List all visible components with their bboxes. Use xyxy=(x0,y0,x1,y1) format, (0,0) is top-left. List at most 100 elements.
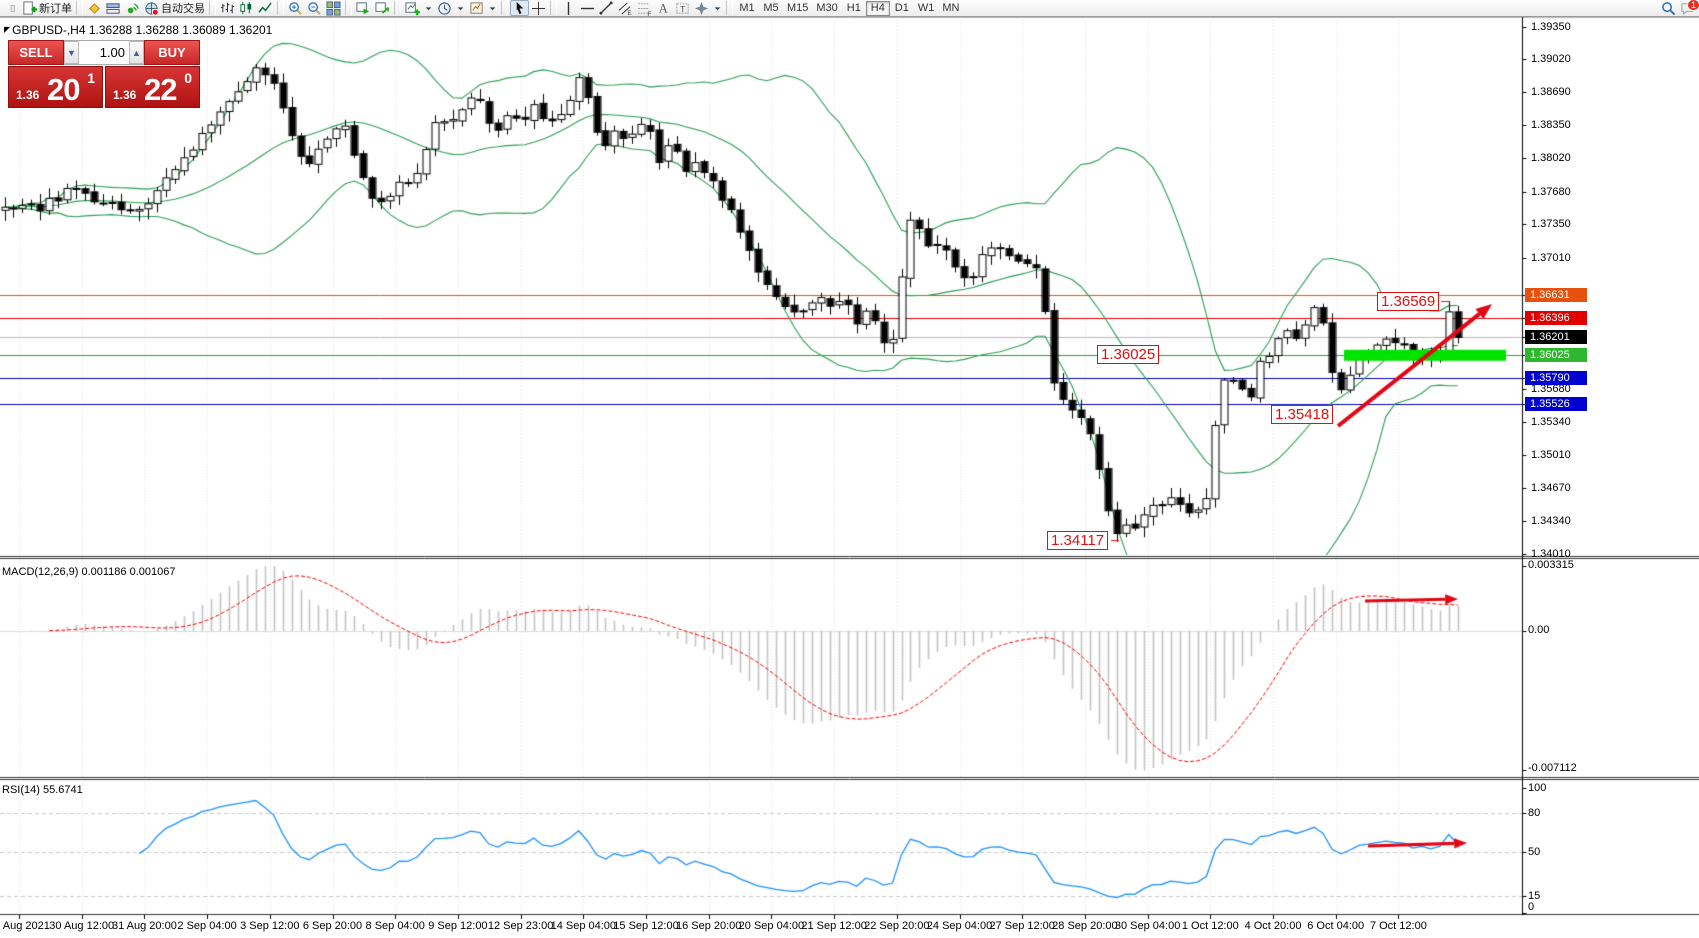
toolbar-right-group: 1 xyxy=(1659,0,1699,16)
zoom-in-icon xyxy=(288,1,303,16)
rsi-level-label: 100 xyxy=(1528,782,1547,794)
time-axis-label: 24 Sep 04:00 xyxy=(926,920,993,932)
buy-price-tile[interactable]: 1.36 22 0 xyxy=(105,66,200,108)
volume-decrease-button[interactable]: ▼ xyxy=(64,41,79,64)
price-badge-1.35526: 1.35526 xyxy=(1525,396,1587,411)
crosshair-icon xyxy=(531,1,546,16)
data-window-button[interactable] xyxy=(104,0,123,16)
search-button[interactable] xyxy=(1659,0,1678,16)
volume-increase-button[interactable]: ▲ xyxy=(129,41,144,64)
text-label-button[interactable]: T xyxy=(673,0,692,16)
tile-windows-button[interactable] xyxy=(324,0,343,16)
time-axis-label: 30 Sep 04:00 xyxy=(1114,920,1181,932)
periods-dropdown[interactable] xyxy=(454,0,467,16)
templates-button[interactable] xyxy=(467,0,486,16)
timeframe-m5-button[interactable]: M5 xyxy=(763,2,779,14)
time-axis-label: 27 Sep 12:00 xyxy=(989,920,1055,932)
toolbar-separator xyxy=(345,1,352,15)
equidistant-channel-button[interactable]: E xyxy=(616,0,635,16)
crosshair-button[interactable] xyxy=(529,0,548,16)
autotrading-button[interactable]: 自动交易 xyxy=(142,0,207,16)
price-tick-label: 1.38690 xyxy=(1531,85,1571,98)
line-chart-icon xyxy=(258,1,273,16)
tile-windows-icon xyxy=(326,0,341,16)
price-tick-label: 1.37680 xyxy=(1531,185,1571,198)
buy-price-main: 22 xyxy=(144,72,177,107)
notification-badge: 1 xyxy=(1686,0,1699,11)
clipped-chart-icon xyxy=(2,0,20,16)
macd-min-label: -0.007112 xyxy=(1528,762,1577,774)
price-tick-label: 1.37350 xyxy=(1531,218,1571,231)
timeframe-d1-button[interactable]: D1 xyxy=(894,2,909,14)
periods-icon xyxy=(456,1,465,16)
buy-button[interactable]: BUY xyxy=(144,40,200,65)
templates-icon xyxy=(469,1,484,16)
rsi-level-label: 80 xyxy=(1528,807,1541,820)
chart-title-text: GBPUSD-,H4 1.36288 1.36288 1.36089 1.362… xyxy=(12,23,273,37)
bar-chart-button[interactable] xyxy=(218,0,237,16)
cursor-button[interactable] xyxy=(510,0,529,16)
text-button[interactable]: A xyxy=(654,0,673,16)
price-tick-label: 1.39350 xyxy=(1531,20,1571,33)
horizontal-line-icon xyxy=(580,1,595,16)
indicators-button[interactable] xyxy=(403,0,422,16)
templates-dropdown[interactable] xyxy=(486,0,499,16)
periods-button[interactable] xyxy=(435,0,454,16)
time-axis-label: 4 Oct 20:00 xyxy=(1244,920,1302,932)
timeframe-m15-button[interactable]: M15 xyxy=(787,2,809,14)
price-tick-label: 1.35010 xyxy=(1531,448,1571,461)
price-badge-1.36631: 1.36631 xyxy=(1525,288,1587,302)
timeframe-h1-button[interactable]: H1 xyxy=(846,2,861,14)
timeframe-mn-button[interactable]: MN xyxy=(942,2,960,14)
indicators-icon xyxy=(424,1,433,16)
chart-shift-icon xyxy=(375,1,390,16)
timeframe-w1-button[interactable]: W1 xyxy=(917,2,935,14)
annotation-low-price[interactable]: 1.34117 xyxy=(1047,531,1109,550)
price-badge-1.36396: 1.36396 xyxy=(1525,311,1587,326)
price-tick-label: 1.39020 xyxy=(1531,53,1571,66)
candlestick-chart-icon xyxy=(239,1,254,16)
sell-price-tile[interactable]: 1.36 20 1 xyxy=(8,66,103,108)
fibonacci-button[interactable]: F xyxy=(635,0,654,16)
market-watch-button[interactable] xyxy=(85,0,104,16)
arrows-icon xyxy=(713,1,722,16)
arrows-button[interactable] xyxy=(692,0,711,16)
annotation-resistance-price[interactable]: 1.36569 xyxy=(1377,292,1440,311)
toolbar-separator xyxy=(76,1,83,15)
zoom-in-button[interactable] xyxy=(286,0,305,16)
auto-arrange-button[interactable] xyxy=(354,0,373,16)
svg-text:A: A xyxy=(659,1,668,15)
time-axis-label: 16 Sep 20:00 xyxy=(675,920,742,932)
templates-icon xyxy=(488,1,497,16)
toolbar-separator xyxy=(501,1,508,15)
annotation-zone-price[interactable]: 1.36025 xyxy=(1097,345,1160,364)
notifications-button[interactable]: 1 xyxy=(1678,0,1699,16)
arrows-dropdown[interactable] xyxy=(711,0,724,16)
new-order-button[interactable]: 新订单 xyxy=(20,0,74,16)
trendline-button[interactable] xyxy=(597,0,616,16)
chart-marker-icon: ◤ xyxy=(4,25,11,34)
sell-button[interactable]: SELL xyxy=(8,40,64,65)
volume-input[interactable] xyxy=(79,41,129,64)
timeframe-m1-button[interactable]: M1 xyxy=(739,2,755,14)
timeframe-m30-button[interactable]: M30 xyxy=(816,2,838,14)
time-axis-label: 12 Sep 23:00 xyxy=(487,920,554,932)
horizontal-line-button[interactable] xyxy=(578,0,597,16)
annotation-swing-price[interactable]: 1.35418 xyxy=(1271,405,1334,424)
time-axis-label: 6 Sep 20:00 xyxy=(302,920,363,932)
navigator-button[interactable] xyxy=(123,0,142,16)
line-chart-button[interactable] xyxy=(256,0,275,16)
zoom-out-button[interactable] xyxy=(305,0,324,16)
trendline-icon xyxy=(599,0,614,16)
price-tick-label: 1.38350 xyxy=(1531,119,1571,132)
indicators-dropdown[interactable] xyxy=(422,0,435,16)
time-axis-label: 6 Oct 04:00 xyxy=(1307,920,1365,932)
vertical-line-button[interactable] xyxy=(559,0,578,16)
svg-text:E: E xyxy=(627,10,632,16)
timeframe-h4-button[interactable]: H4 xyxy=(865,0,890,16)
time-axis-label: 8 Sep 04:00 xyxy=(365,920,425,932)
chart-shift-button[interactable] xyxy=(373,0,392,16)
candlestick-chart-button[interactable] xyxy=(237,0,256,16)
